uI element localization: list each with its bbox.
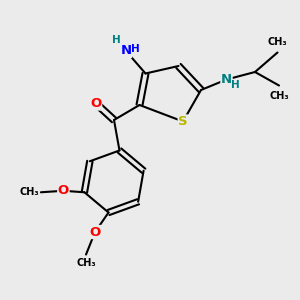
Text: O: O <box>90 97 102 110</box>
Text: H: H <box>231 80 240 90</box>
Text: N: N <box>120 44 132 58</box>
Text: CH₃: CH₃ <box>269 91 289 101</box>
Text: H: H <box>130 44 140 55</box>
Text: O: O <box>89 226 101 238</box>
Text: H: H <box>112 34 121 45</box>
Text: O: O <box>58 184 69 197</box>
Text: CH₃: CH₃ <box>76 257 96 268</box>
Text: CH₃: CH₃ <box>268 37 287 47</box>
Text: S: S <box>178 115 188 128</box>
Text: N: N <box>221 73 232 86</box>
Text: CH₃: CH₃ <box>20 187 39 197</box>
